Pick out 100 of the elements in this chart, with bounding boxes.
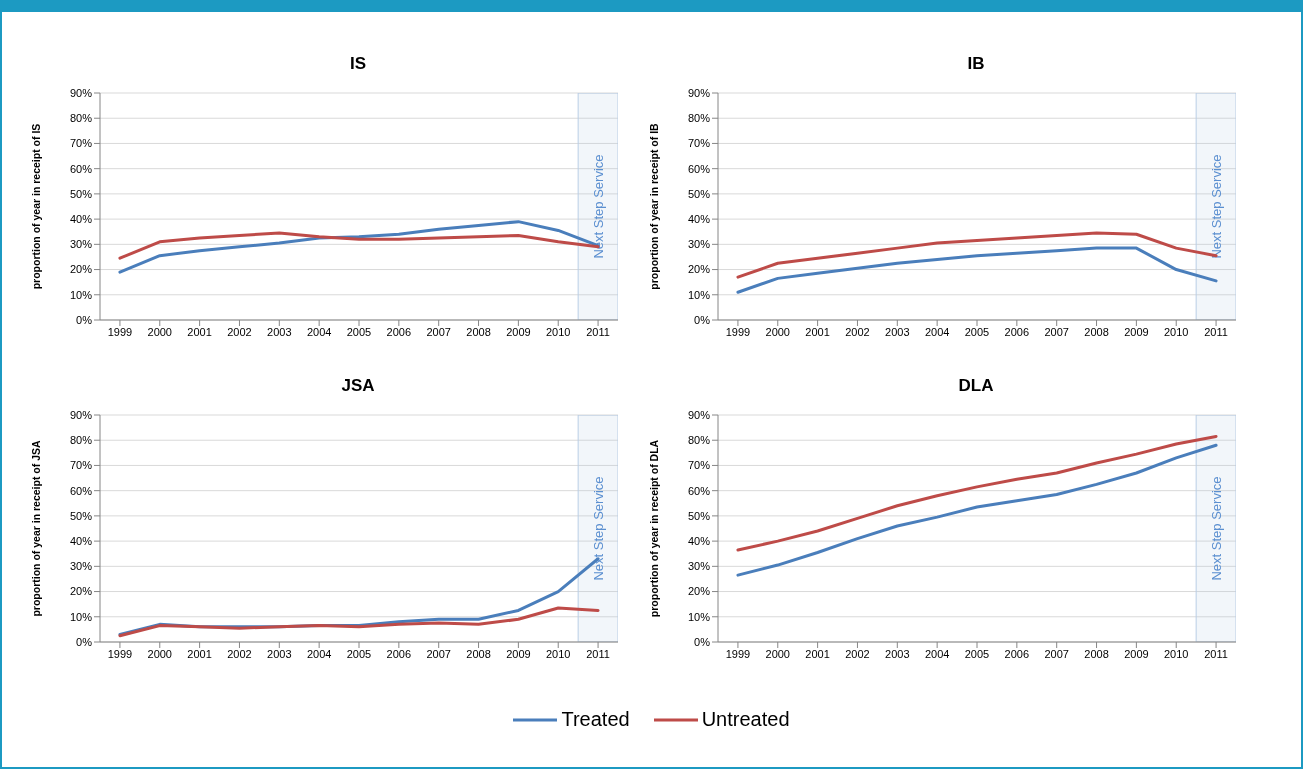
y-tick-label: 80% [687, 434, 711, 447]
y-tick-label: 30% [687, 238, 711, 251]
x-tick-label: 2008 [1084, 647, 1109, 660]
x-tick-label: 2003 [267, 647, 292, 660]
y-tick-label: 0% [694, 313, 711, 326]
x-tick-label: 2001 [187, 325, 212, 338]
y-tick-label: 50% [687, 509, 711, 522]
x-tick-label: 2005 [964, 325, 990, 338]
x-tick-label: 2005 [346, 325, 372, 338]
y-tick-label: 30% [687, 560, 711, 573]
y-tick-label: 80% [69, 112, 93, 125]
y-tick-label: 40% [687, 213, 711, 226]
x-tick-label: 2011 [1204, 325, 1228, 338]
y-tick-label: 40% [69, 535, 93, 548]
x-tick-label: 2000 [765, 325, 791, 338]
y-tick-label: 20% [687, 263, 711, 276]
y-tick-label: 70% [69, 137, 93, 150]
y-tick-label: 10% [69, 288, 93, 301]
y-tick-label: 20% [69, 263, 93, 276]
x-tick-label: 2007 [426, 325, 451, 338]
y-tick-label: 40% [687, 535, 711, 548]
x-tick-label: 2007 [1044, 647, 1069, 660]
x-tick-label: 2006 [1004, 647, 1030, 660]
x-tick-label: 2009 [506, 325, 531, 338]
y-tick-label: 0% [76, 313, 93, 326]
y-tick-label: 20% [69, 585, 93, 598]
x-tick-label: 2000 [147, 647, 173, 660]
y-tick-label: 90% [69, 86, 93, 99]
y-tick-label: 90% [687, 408, 711, 421]
y-tick-label: 30% [69, 238, 93, 251]
x-tick-label: 2004 [306, 647, 332, 660]
line-series [118, 606, 600, 638]
x-tick-label: 1999 [107, 647, 133, 660]
x-tick-label: 2005 [964, 647, 990, 660]
chart-title: IB [966, 54, 986, 74]
y-tick-label: 40% [69, 213, 93, 226]
y-tick-label: 70% [69, 459, 93, 472]
x-tick-label: 2002 [845, 325, 870, 338]
chart-title: JSA [340, 376, 376, 396]
x-tick-label: 2008 [466, 325, 491, 338]
x-tick-label: 2004 [924, 647, 950, 660]
band-label: Next Step Service [590, 476, 606, 581]
y-tick-label: 10% [69, 610, 93, 623]
y-tick-label: 60% [687, 484, 711, 497]
y-tick-label: 90% [687, 86, 711, 99]
x-tick-label: 2009 [1124, 325, 1149, 338]
x-tick-label: 2008 [1084, 325, 1109, 338]
x-tick-label: 2011 [586, 647, 610, 660]
y-axis-title: proportion of year in receipt of IS [29, 123, 42, 290]
band-label: Next Step Service [1208, 476, 1224, 581]
x-tick-label: 2007 [426, 647, 451, 660]
y-tick-label: 50% [69, 509, 93, 522]
x-tick-label: 1999 [107, 325, 133, 338]
y-tick-label: 0% [694, 635, 711, 648]
y-tick-label: 0% [76, 635, 93, 648]
x-tick-label: 2003 [885, 325, 910, 338]
x-tick-label: 2006 [386, 325, 412, 338]
y-tick-label: 50% [69, 187, 93, 200]
x-tick-label: 1999 [725, 325, 751, 338]
x-tick-label: 2009 [1124, 647, 1149, 660]
x-tick-label: 2002 [227, 325, 252, 338]
y-tick-label: 70% [687, 137, 711, 150]
x-tick-label: 2001 [805, 325, 830, 338]
x-tick-label: 2005 [346, 647, 372, 660]
x-tick-label: 2003 [267, 325, 292, 338]
x-tick-label: 2000 [147, 325, 173, 338]
x-tick-label: 2006 [1004, 325, 1030, 338]
y-axis-title: proportion of year in receipt of IB [647, 122, 660, 290]
x-tick-label: 2002 [227, 647, 252, 660]
chart-title: IS [348, 54, 368, 74]
y-tick-label: 70% [687, 459, 711, 472]
x-tick-label: 2011 [586, 325, 610, 338]
x-tick-label: 2001 [805, 647, 830, 660]
x-tick-label: 2000 [765, 647, 791, 660]
x-tick-label: 2007 [1044, 325, 1069, 338]
y-tick-label: 50% [687, 187, 711, 200]
x-tick-label: 2004 [306, 325, 332, 338]
x-tick-label: 2011 [1204, 647, 1228, 660]
y-tick-label: 30% [69, 560, 93, 573]
y-tick-label: 60% [687, 162, 711, 175]
y-tick-label: 80% [687, 112, 711, 125]
x-tick-label: 2003 [885, 647, 910, 660]
y-axis-title: proportion of year in receipt of JSA [29, 440, 42, 617]
y-tick-label: 60% [69, 162, 93, 175]
y-tick-label: 90% [69, 408, 93, 421]
x-tick-label: 2010 [1163, 647, 1189, 660]
x-tick-label: 2004 [924, 325, 950, 338]
x-tick-label: 2001 [187, 647, 212, 660]
x-tick-label: 2010 [545, 325, 571, 338]
y-tick-label: 60% [69, 484, 93, 497]
legend-label: Untreated [701, 708, 790, 731]
y-tick-label: 10% [687, 288, 711, 301]
x-tick-label: 1999 [725, 647, 751, 660]
x-tick-label: 2002 [845, 647, 870, 660]
legend-label: Treated [561, 708, 630, 731]
x-tick-label: 2006 [386, 647, 412, 660]
chart-title: DLA [957, 376, 995, 396]
y-tick-label: 20% [687, 585, 711, 598]
x-tick-label: 2010 [1163, 325, 1189, 338]
x-tick-label: 2008 [466, 647, 491, 660]
